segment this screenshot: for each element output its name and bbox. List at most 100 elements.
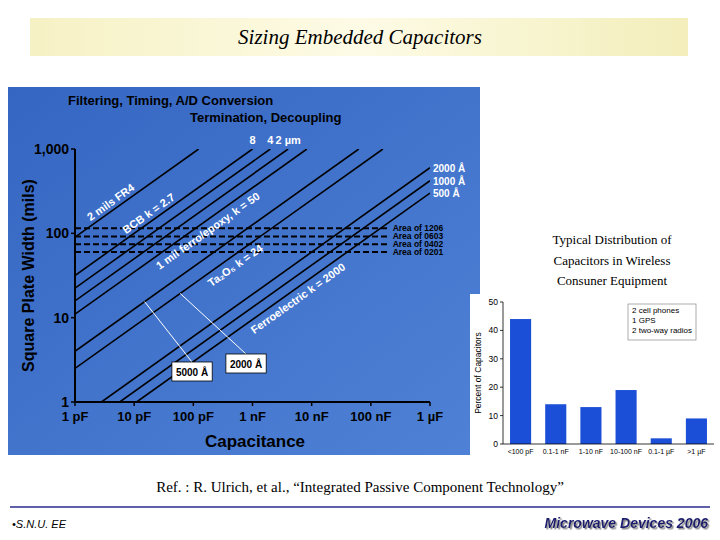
x-tick-label: 100 pF bbox=[173, 409, 214, 424]
x-tick bbox=[133, 402, 135, 406]
x-tick-label: 1 µF bbox=[417, 409, 443, 424]
x-tick-label: 10 pF bbox=[117, 409, 151, 424]
x-axis-label: Capacitance bbox=[205, 432, 305, 451]
label-box bbox=[172, 362, 212, 381]
capacitance-line bbox=[75, 149, 270, 288]
capacitance-line bbox=[120, 181, 430, 402]
line-label: 2000 Å bbox=[433, 162, 465, 174]
line-label: 2 mils FR4 bbox=[85, 181, 137, 223]
footer-rule bbox=[10, 506, 710, 508]
capacitance-line bbox=[75, 149, 199, 237]
x-tick bbox=[370, 402, 372, 406]
y-tick-label: 10 bbox=[489, 411, 499, 421]
line-label: 2000 Å bbox=[230, 358, 262, 370]
y-tick-label: 50 bbox=[489, 297, 499, 307]
label-box bbox=[226, 354, 266, 373]
bar bbox=[616, 390, 637, 444]
bar bbox=[651, 438, 672, 444]
chart-1-background bbox=[8, 87, 480, 455]
line-label: 8 bbox=[249, 134, 255, 146]
capacitance-line bbox=[137, 193, 430, 402]
bar bbox=[686, 418, 707, 444]
x-tick bbox=[74, 402, 76, 406]
capacitance-line bbox=[75, 149, 359, 351]
reference-line bbox=[75, 251, 389, 253]
note-text: 2 cell phones bbox=[632, 306, 679, 315]
chart-2-background bbox=[470, 294, 720, 456]
line-label: 2 µm bbox=[275, 134, 301, 146]
x-tick-label: 1-10 nF bbox=[579, 448, 603, 455]
y-tick-label: 30 bbox=[489, 354, 499, 364]
y-tick-label: 1,000 bbox=[34, 141, 69, 157]
y-tick bbox=[500, 330, 503, 331]
x-tick-label: 100 nF bbox=[350, 409, 391, 424]
note-text: 2 two-way radios bbox=[632, 326, 692, 335]
x-tick-label: >1 µF bbox=[687, 448, 705, 456]
capacitance-line bbox=[75, 149, 307, 314]
reference-label: Area of 0201 bbox=[393, 247, 444, 257]
y-tick bbox=[500, 444, 503, 445]
x-tick-label: 1 pF bbox=[62, 409, 89, 424]
slide: Sizing Embedded Capacitors Filtering, Tim… bbox=[0, 0, 720, 540]
reference-line bbox=[75, 243, 389, 245]
y-tick bbox=[500, 415, 503, 416]
x-tick-label: 10-100 nF bbox=[610, 448, 642, 455]
chart-title: Typical Distribution of bbox=[553, 232, 673, 247]
chart-title: Capacitors in Wireless bbox=[554, 253, 671, 268]
reference-line bbox=[75, 235, 389, 237]
leader-line bbox=[145, 302, 192, 362]
bar bbox=[580, 407, 601, 444]
y-tick bbox=[500, 302, 503, 303]
x-tick-label: <100 pF bbox=[508, 448, 534, 456]
x-axis bbox=[503, 444, 714, 445]
line-labels: 2 mils FR4842 µm1 mil ferro/epoxy, k = 5… bbox=[85, 134, 466, 381]
x-tick bbox=[193, 402, 195, 406]
y-tick-label: 40 bbox=[489, 325, 499, 335]
reference: Ref. : R. Ulrich, et al., “Integrated Pa… bbox=[156, 479, 564, 495]
bar bbox=[510, 319, 531, 444]
chart-subtitle: Termination, Decoupling bbox=[190, 110, 341, 125]
x-tick-label: 0.1-1 µF bbox=[648, 448, 674, 456]
y-tick-label: 10 bbox=[53, 310, 69, 326]
capacitance-line bbox=[101, 168, 430, 402]
y-tick bbox=[71, 148, 75, 150]
slide-title: Sizing Embedded Capacitors bbox=[238, 25, 482, 49]
bar bbox=[545, 404, 566, 444]
y-axis bbox=[503, 302, 504, 444]
y-tick bbox=[500, 387, 503, 388]
annotation: BCB k = 2.7 bbox=[120, 191, 177, 236]
x-tick-label: 0.1-1 nF bbox=[543, 448, 569, 455]
y-tick bbox=[71, 317, 75, 319]
annotation: Ta₂O₅ k = 24 bbox=[206, 241, 266, 289]
x-tick bbox=[252, 402, 254, 406]
y-tick-label: 100 bbox=[46, 225, 70, 241]
y-tick bbox=[500, 358, 503, 359]
x-tick bbox=[429, 402, 431, 406]
x-tick-label: 10 nF bbox=[295, 409, 329, 424]
chart-1: Filtering, Timing, A/D Conversion Termina… bbox=[8, 87, 480, 455]
leader-line bbox=[180, 293, 246, 354]
footer-left: •S.N.U. EE bbox=[12, 518, 67, 530]
y-axis-label: Square Plate Width (mils) bbox=[20, 179, 37, 372]
x-tick bbox=[311, 402, 313, 406]
line-label: 1000 Å bbox=[433, 175, 465, 187]
title-bar bbox=[30, 18, 688, 56]
lines bbox=[75, 149, 430, 402]
y-tick-label: 1 bbox=[61, 394, 69, 410]
footer-right: Microwave Devices 2006 bbox=[545, 515, 709, 531]
line-label: 500 Å bbox=[433, 187, 460, 199]
y-axis-label: Percent of Capacitors bbox=[473, 332, 483, 414]
chart-2: Typical Distribution of Capacitors in Wir… bbox=[470, 232, 720, 456]
chart-title: Filtering, Timing, A/D Conversion bbox=[68, 93, 273, 108]
y-tick bbox=[71, 233, 75, 235]
note-text: 1 GPS bbox=[632, 316, 656, 325]
x-tick-label: 1 nF bbox=[239, 409, 266, 424]
line-label: 4 bbox=[267, 134, 274, 146]
capacitance-line bbox=[75, 149, 288, 301]
chart-title: Consuner Equipment bbox=[557, 273, 668, 288]
y-tick-label: 20 bbox=[489, 382, 499, 392]
line-label: 5000 Å bbox=[176, 366, 208, 378]
note-box bbox=[628, 304, 696, 340]
annotation: Ferroelectric k = 2000 bbox=[249, 261, 348, 336]
y-tick-label: 0 bbox=[493, 439, 498, 449]
